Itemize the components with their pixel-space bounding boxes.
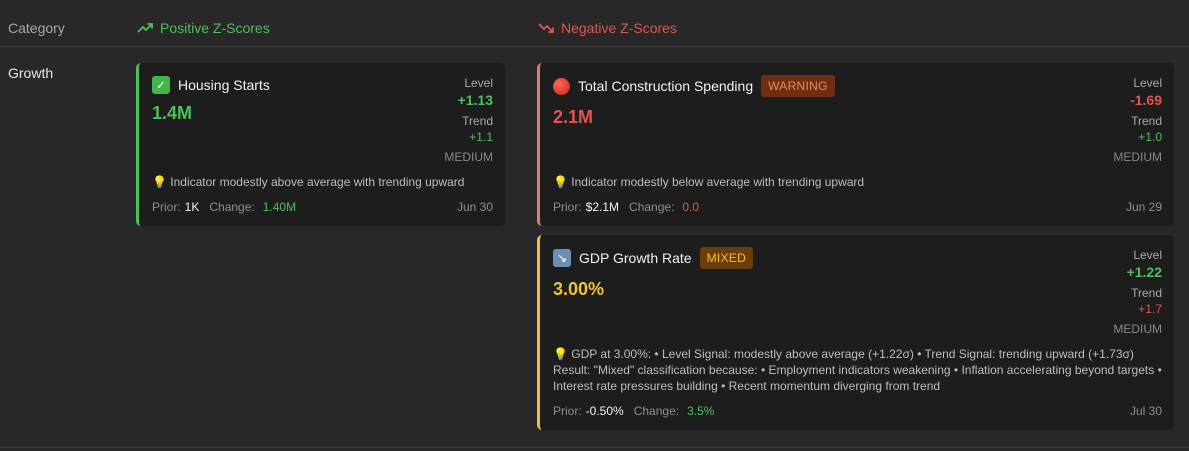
level-value: +1.22 (1126, 264, 1162, 280)
negative-column-label: Negative Z-Scores (561, 20, 677, 36)
change-value: 3.5% (687, 404, 715, 418)
card-value: 3.00% (553, 279, 605, 299)
card-footer: Prior: $2.1M Change: 0.0 (553, 200, 699, 214)
strength-label: MEDIUM (444, 150, 493, 164)
negative-column-header: Negative Z-Scores (538, 20, 677, 36)
card-value: 2.1M (553, 107, 594, 127)
strength-label: MEDIUM (1113, 322, 1162, 336)
change-label: Change: (629, 200, 675, 214)
prior-label: Prior: (553, 200, 582, 214)
card-title-row: ✓ Housing Starts (152, 76, 270, 94)
card-title: GDP Growth Rate (579, 250, 692, 266)
indicator-card-total-construction-spending[interactable]: Total Construction Spending WARNING 2.1M… (537, 63, 1174, 226)
red-circle-icon (553, 77, 570, 95)
prior-value: $2.1M (585, 200, 620, 214)
trend-label: Trend (1131, 286, 1162, 300)
change-value: 0.0 (682, 200, 700, 214)
arrow-down-right-icon: ↘ (553, 249, 571, 267)
status-badge: WARNING (761, 75, 835, 97)
trend-label: Trend (462, 114, 493, 128)
card-description: 💡 Indicator modestly below average with … (553, 175, 865, 189)
change-label: Change: (209, 200, 255, 214)
positive-column-label: Positive Z-Scores (160, 20, 270, 36)
card-zscore-panel: Level +1.22 Trend +1.7 MEDIUM (1113, 247, 1162, 337)
card-zscore-panel: Level -1.69 Trend +1.0 MEDIUM (1113, 75, 1162, 165)
check-icon: ✓ (152, 76, 170, 94)
card-title: Housing Starts (178, 77, 270, 93)
card-footer: Prior: -0.50% Change: 3.5% (553, 404, 714, 418)
level-value: -1.69 (1130, 92, 1162, 108)
card-date: Jun 29 (1125, 200, 1162, 214)
positive-column-header: Positive Z-Scores (137, 20, 270, 36)
card-date: Jul 30 (1129, 404, 1162, 418)
card-title-row: Total Construction Spending WARNING (553, 75, 835, 97)
indicator-card-gdp-growth-rate[interactable]: ↘ GDP Growth Rate MIXED 3.00% Level +1.2… (537, 235, 1174, 430)
row-divider (0, 447, 1189, 448)
change-label: Change: (633, 404, 680, 418)
level-value: +1.13 (457, 92, 493, 108)
trend-value: +1.1 (469, 130, 493, 144)
trending-down-icon (538, 23, 554, 33)
card-zscore-panel: Level +1.13 Trend +1.1 MEDIUM (444, 75, 493, 165)
status-badge: MIXED (699, 247, 754, 269)
trend-value: +1.0 (1138, 130, 1162, 144)
row-category-growth: Growth (8, 65, 54, 81)
level-label: Level (1133, 248, 1162, 262)
card-date: Jun 30 (456, 200, 493, 214)
level-label: Level (464, 76, 493, 90)
strength-label: MEDIUM (1113, 150, 1162, 164)
trend-value: +1.7 (1138, 302, 1162, 316)
card-description: 💡 GDP at 3.00%: • Level Signal: modestly… (553, 347, 1162, 393)
table-header: Category Positive Z-Scores Negative Z-Sc… (0, 0, 1189, 47)
card-title: Total Construction Spending (578, 78, 754, 94)
card-value: 1.4M (152, 103, 193, 123)
indicator-card-housing-starts[interactable]: ✓ Housing Starts 1.4M Level +1.13 Trend … (136, 63, 505, 226)
category-column-header: Category (8, 20, 65, 36)
card-footer: Prior: 1K Change: 1.40M (152, 200, 296, 214)
level-label: Level (1133, 76, 1162, 90)
trend-label: Trend (1131, 114, 1162, 128)
prior-label: Prior: (152, 200, 181, 214)
change-value: 1.40M (262, 200, 297, 214)
prior-value: 1K (184, 200, 200, 214)
prior-value: -0.50% (585, 404, 624, 418)
card-description: 💡 Indicator modestly above average with … (152, 175, 465, 189)
trending-up-icon (137, 23, 153, 33)
prior-label: Prior: (553, 404, 582, 418)
card-title-row: ↘ GDP Growth Rate MIXED (553, 247, 754, 269)
